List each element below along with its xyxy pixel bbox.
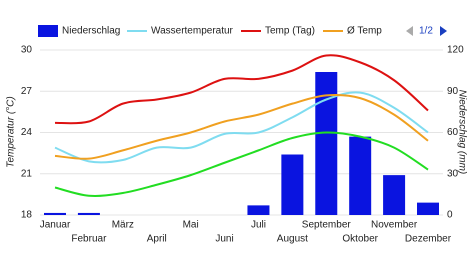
y-tick-label: 21 <box>21 168 33 179</box>
line <box>54 131 429 197</box>
line <box>54 91 429 164</box>
y2-tick-label: 120 <box>447 45 464 56</box>
legend-label: Temp (Tag) <box>265 26 315 37</box>
legend-label: Ø Temp <box>347 26 382 37</box>
x-tick-label: September <box>302 220 352 231</box>
bar <box>349 136 372 215</box>
legend-swatch <box>38 25 58 37</box>
x-tick-label: August <box>277 234 308 245</box>
bar <box>383 175 406 215</box>
x-tick-label: März <box>112 220 134 231</box>
y-tick-label: 27 <box>21 86 33 97</box>
y2-tick-label: 30 <box>447 168 459 179</box>
y2-tick-label: 60 <box>447 127 459 138</box>
x-tick-label: November <box>371 220 418 231</box>
x-tick-label: Juni <box>215 234 233 245</box>
bar <box>315 72 338 215</box>
y-tick-label: 30 <box>21 45 33 56</box>
x-tick-label: April <box>147 234 167 245</box>
bar <box>247 205 270 215</box>
y-tick-label: 18 <box>21 210 33 221</box>
legend-page: 1/2 <box>419 26 433 37</box>
legend-prev-arrow[interactable] <box>406 26 413 36</box>
line <box>54 93 429 160</box>
y2-axis-label: Niederschlag (mm) <box>456 90 467 174</box>
x-tick-label: Januar <box>40 220 71 231</box>
legend-next-arrow[interactable] <box>440 26 447 36</box>
y2-tick-label: 0 <box>447 210 453 221</box>
legend-label: Wassertemperatur <box>151 26 234 37</box>
bar <box>281 154 304 215</box>
bar <box>77 212 100 215</box>
x-tick-label: Juli <box>251 220 266 231</box>
x-tick-label: Mai <box>183 220 199 231</box>
line <box>54 54 429 125</box>
x-tick-label: Dezember <box>405 234 452 245</box>
bar <box>417 202 439 215</box>
bar <box>44 212 66 215</box>
x-tick-label: Februar <box>71 234 107 245</box>
y-tick-label: 24 <box>21 127 33 138</box>
y2-tick-label: 90 <box>447 86 459 97</box>
y-axis-label: Temperatur (°C) <box>6 96 17 167</box>
legend-label: Niederschlag <box>62 26 120 37</box>
x-tick-label: Oktober <box>342 234 378 245</box>
